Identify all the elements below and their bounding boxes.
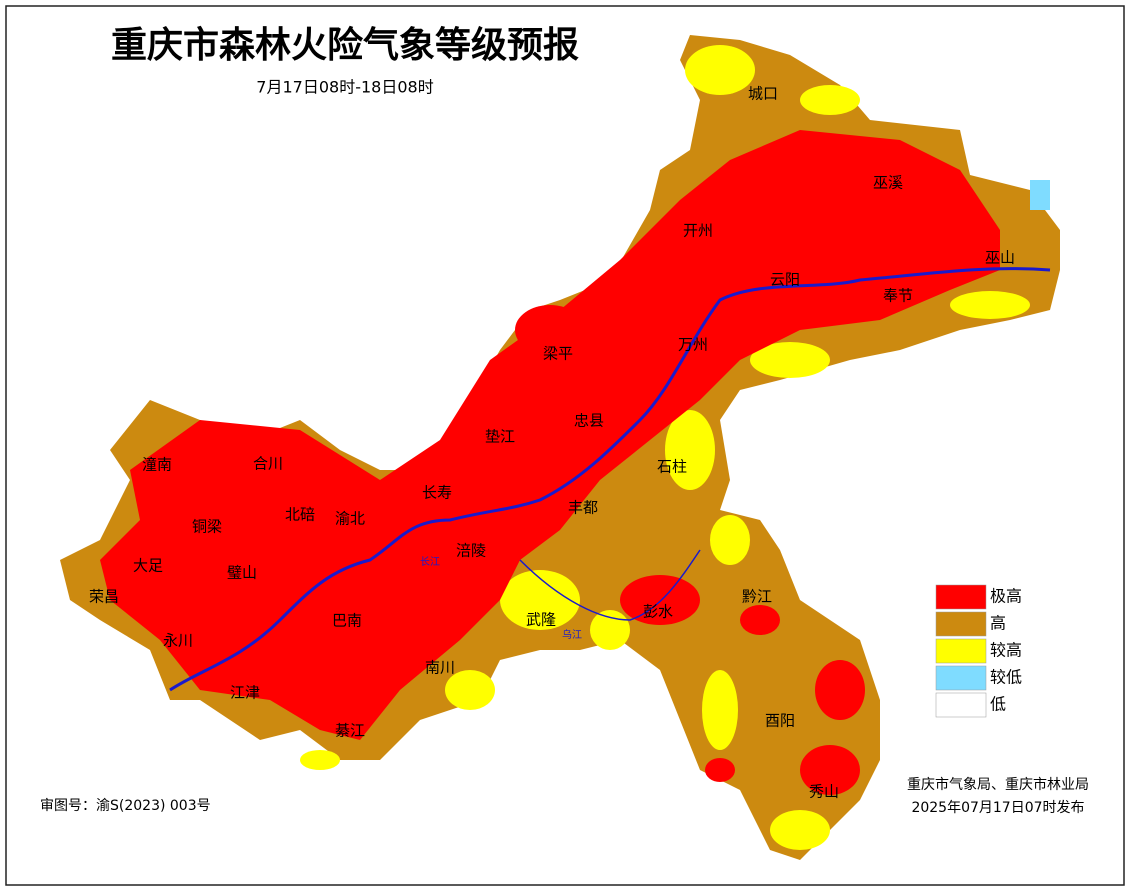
district-label: 长寿 [422,484,452,502]
district-label: 秀山 [809,783,839,801]
district-label: 巫溪 [873,174,903,192]
river-label: 乌江 [562,628,582,641]
river-label: 长江 [420,556,440,568]
district-label: 万州 [678,336,708,354]
legend-swatch [935,692,987,718]
district-label: 开州 [683,222,713,240]
district-label: 涪陵 [456,542,486,560]
title: 重庆市森林火险气象等级预报 [111,24,579,66]
region-moderate [300,45,1030,850]
yangtze-river [169,267,1051,692]
region-low [1030,180,1050,210]
legend-swatch [935,638,987,664]
district-label: 城口 [748,85,778,103]
district-label: 垫江 [485,428,515,446]
district-label: 巫山 [985,249,1015,267]
district-label: 忠县 [574,412,604,430]
review-number: 审图号：渝S(2023) 003号 [40,798,211,814]
district-label: 綦江 [335,722,365,740]
district-label: 酉阳 [765,712,795,730]
district-label: 武隆 [526,611,556,629]
district-label: 江津 [230,684,260,702]
legend-label: 较低 [990,668,1022,687]
district-label: 潼南 [142,456,172,474]
patches-very-high [515,305,865,795]
district-label: 大足 [133,557,163,575]
map [60,35,1060,860]
district-label: 丰都 [568,499,598,517]
district-label: 黔江 [742,588,772,606]
legend-swatch [935,584,987,610]
district-label: 北碚 [285,506,315,524]
district-label: 奉节 [883,287,913,305]
region-very-high [100,130,1000,740]
district-label: 彭水 [643,603,673,621]
legend-label: 较高 [990,641,1022,660]
district-label: 南川 [425,659,455,677]
district-label: 渝北 [335,510,365,528]
district-label: 石柱 [657,458,687,476]
wu-river [519,549,701,621]
district-label: 云阳 [770,271,800,289]
issuer: 重庆市气象局、重庆市林业局 [907,776,1089,793]
district-label: 永川 [163,632,193,650]
district-label: 铜梁 [192,518,222,536]
district-label: 荣昌 [89,588,119,606]
legend-label: 极高 [990,587,1022,606]
subtitle: 7月17日08时-18日08时 [256,78,433,97]
issued-time: 2025年07月17日07时发布 [911,800,1084,816]
district-label: 合川 [253,455,283,473]
legend-swatch [935,611,987,637]
legend-swatch [935,665,987,691]
district-label: 巴南 [332,612,362,630]
legend-label: 高 [990,614,1006,633]
legend-label: 低 [990,695,1006,714]
district-label: 梁平 [543,345,573,363]
district-label: 璧山 [227,564,257,582]
